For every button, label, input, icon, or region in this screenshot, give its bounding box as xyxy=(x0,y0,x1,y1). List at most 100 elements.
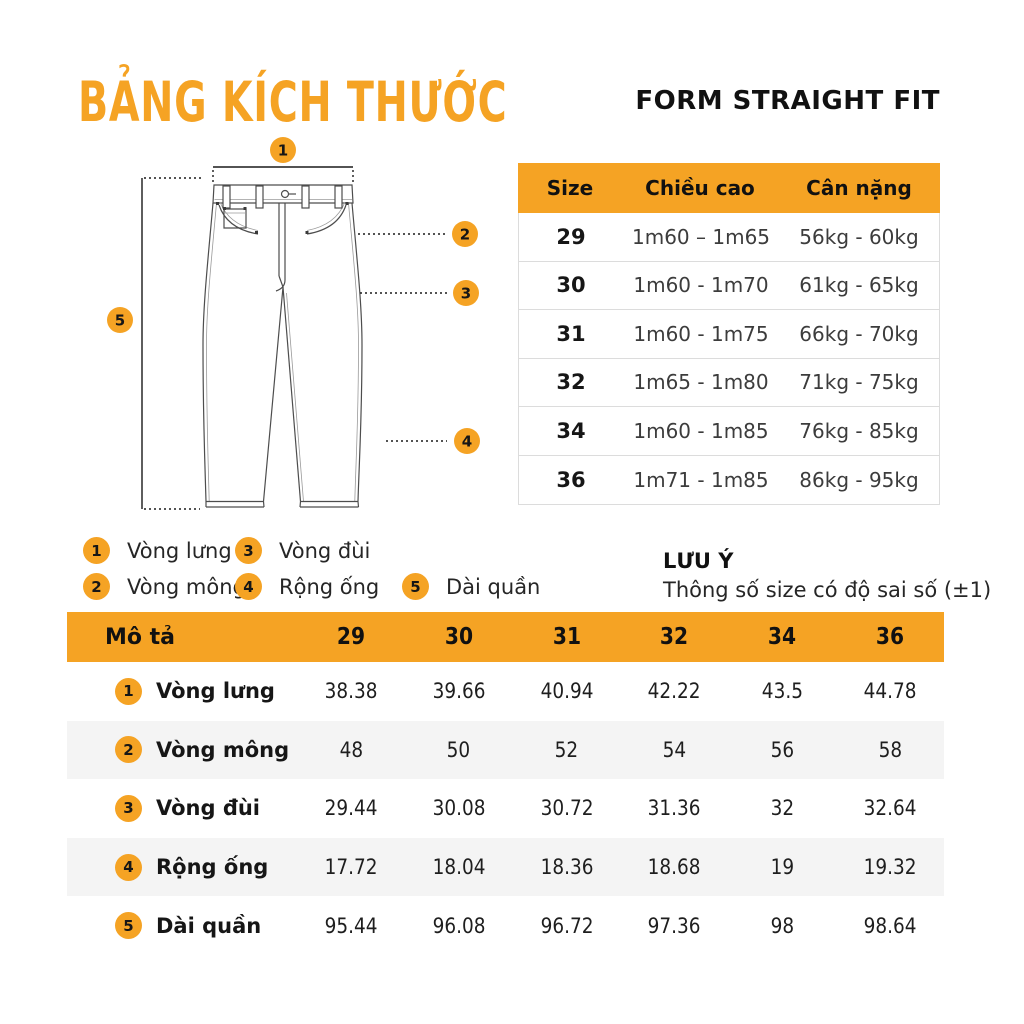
value-cell: 98 xyxy=(770,913,794,938)
legend-label-3: Vòng đùi xyxy=(279,538,371,563)
measure-value: 39.66 xyxy=(405,679,513,703)
row-label-2: Vòng mông xyxy=(156,737,290,762)
value-cell: 18.04 xyxy=(432,855,486,880)
note-heading: LƯU Ý xyxy=(663,549,734,573)
measure-table: Mô tả 29 30 31 32 34 36 1 Vòng lưng 38.3… xyxy=(67,612,944,955)
height-cell: 1m65 - 1m80 xyxy=(633,370,769,395)
header-size-31: 31 xyxy=(552,624,581,650)
size-cell: 36 xyxy=(556,467,586,492)
size-cell: 31 xyxy=(556,321,586,346)
value-cell: 42.22 xyxy=(647,679,701,704)
measure-value: 56 xyxy=(728,738,836,762)
measure-value: 95.44 xyxy=(297,914,405,938)
measure-row-vong-lung: 1 Vòng lưng 38.38 39.66 40.94 42.22 43.5… xyxy=(67,662,944,721)
value-cell: 19 xyxy=(770,855,794,880)
value-cell: 96.08 xyxy=(432,913,486,938)
measure-table-header-size: 30 xyxy=(405,624,513,650)
value-cell: 96.72 xyxy=(540,913,594,938)
measure-row-vong-mong: 2 Vòng mông 48 50 52 54 56 58 xyxy=(67,720,944,780)
measure-row-label-cell: 4 Rộng ống xyxy=(67,853,297,881)
size-cell: 29 xyxy=(556,224,586,249)
value-cell: 31.36 xyxy=(647,796,701,821)
measure-value: 19.32 xyxy=(836,855,944,879)
legend-label-2: Vòng mông xyxy=(127,574,246,599)
value-cell: 38.38 xyxy=(324,679,378,704)
measure-value: 17.72 xyxy=(297,855,405,879)
value-cell: 52 xyxy=(554,737,579,762)
value-cell: 40.94 xyxy=(540,679,594,704)
size-table-header: Size Chiều cao Cân nặng xyxy=(518,163,940,213)
measure-value: 18.04 xyxy=(405,855,513,879)
row-badge-4: 4 xyxy=(115,853,142,881)
value-cell: 18.68 xyxy=(647,855,701,880)
measure-value: 31.36 xyxy=(620,796,728,820)
value-cell: 95.44 xyxy=(324,913,378,938)
value-cell: 32 xyxy=(770,796,794,821)
value-cell: 29.44 xyxy=(324,796,378,821)
measure-row-rong-ong: 4 Rộng ống 17.72 18.04 18.36 18.68 19 19… xyxy=(67,837,944,897)
measure-row-label-cell: 3 Vòng đùi xyxy=(67,794,297,822)
size-table-header-weight: Cân nặng xyxy=(806,176,912,200)
measure-value: 58 xyxy=(836,738,944,762)
measure-value: 54 xyxy=(620,738,728,762)
weight-cell: 56kg - 60kg xyxy=(799,224,919,249)
pants-line-art xyxy=(202,184,363,508)
value-cell: 44.78 xyxy=(863,679,917,704)
marker-2-circle xyxy=(452,221,478,247)
legend-item-4: 4 Rộng ống xyxy=(235,573,379,600)
measure-value: 29.44 xyxy=(297,796,405,820)
measure-value: 32 xyxy=(728,796,836,820)
legend-label-5: Dài quần xyxy=(446,574,541,599)
size-table-row: 29 1m60 – 1m65 56kg - 60kg xyxy=(519,213,939,262)
size-cell: 32 xyxy=(556,370,586,395)
measure-value: 98.64 xyxy=(836,914,944,938)
value-cell: 54 xyxy=(662,737,687,762)
measure-value: 98 xyxy=(728,914,836,938)
measure-table-header-size: 36 xyxy=(836,624,944,650)
value-cell: 56 xyxy=(770,737,794,762)
form-fit-title: FORM STRAIGHT FIT xyxy=(635,86,940,116)
measure-row-dai-quan: 5 Dài quần 95.44 96.08 96.72 97.36 98 98… xyxy=(67,896,944,955)
size-table-row: 31 1m60 - 1m75 66kg - 70kg xyxy=(519,310,939,359)
measure-table-header-size: 31 xyxy=(513,624,621,650)
note-block: LƯU Ý Thông số size có độ sai số (±1) xyxy=(663,549,991,602)
measure-markers: 1 2 3 4 5 xyxy=(107,137,480,454)
size-table-row: 32 1m65 - 1m80 71kg - 75kg xyxy=(519,358,939,407)
measure-row-label-cell: 1 Vòng lưng xyxy=(67,677,297,705)
size-table-row: 34 1m60 - 1m85 76kg - 85kg xyxy=(519,407,939,456)
measure-value: 52 xyxy=(513,738,621,762)
row-badge-2: 2 xyxy=(115,736,142,764)
marker-1-num: 1 xyxy=(278,142,288,160)
value-cell: 30.72 xyxy=(540,796,594,821)
marker-1-circle xyxy=(270,137,296,163)
weight-cell: 61kg - 65kg xyxy=(799,273,919,298)
measure-value: 40.94 xyxy=(513,679,621,703)
measure-value: 30.08 xyxy=(405,796,513,820)
measure-value: 30.72 xyxy=(513,796,621,820)
value-cell: 97.36 xyxy=(647,913,701,938)
page-title: BẢNG KÍCH THƯỚC xyxy=(78,70,508,134)
legend-label-4: Rộng ống xyxy=(279,574,380,599)
legend-item-5: 5 Dài quần xyxy=(402,573,540,600)
header-size-29: 29 xyxy=(336,624,366,650)
header-size-32: 32 xyxy=(660,624,689,650)
legend-badge-4: 4 xyxy=(235,573,262,600)
measure-value: 96.72 xyxy=(513,914,621,938)
legend-label-1: Vòng lưng xyxy=(127,538,232,563)
marker-5-num: 5 xyxy=(115,312,125,330)
weight-cell: 71kg - 75kg xyxy=(799,370,919,395)
note-text: Thông số size có độ sai số (±1) xyxy=(663,578,992,602)
marker-2-num: 2 xyxy=(460,226,470,244)
value-cell: 39.66 xyxy=(432,679,486,704)
measure-table-header-desc: Mô tả xyxy=(105,624,176,650)
weight-cell: 76kg - 85kg xyxy=(799,418,919,443)
value-cell: 43.5 xyxy=(761,679,803,704)
marker-4-circle xyxy=(454,428,480,454)
measure-value: 32.64 xyxy=(836,796,944,820)
measure-value: 43.5 xyxy=(728,679,836,703)
measure-row-vong-dui: 3 Vòng đùi 29.44 30.08 30.72 31.36 32 32… xyxy=(67,779,944,838)
row-label-4: Rộng ống xyxy=(156,855,269,880)
value-cell: 50 xyxy=(446,737,471,762)
measure-value: 42.22 xyxy=(620,679,728,703)
value-cell: 98.64 xyxy=(863,913,917,938)
